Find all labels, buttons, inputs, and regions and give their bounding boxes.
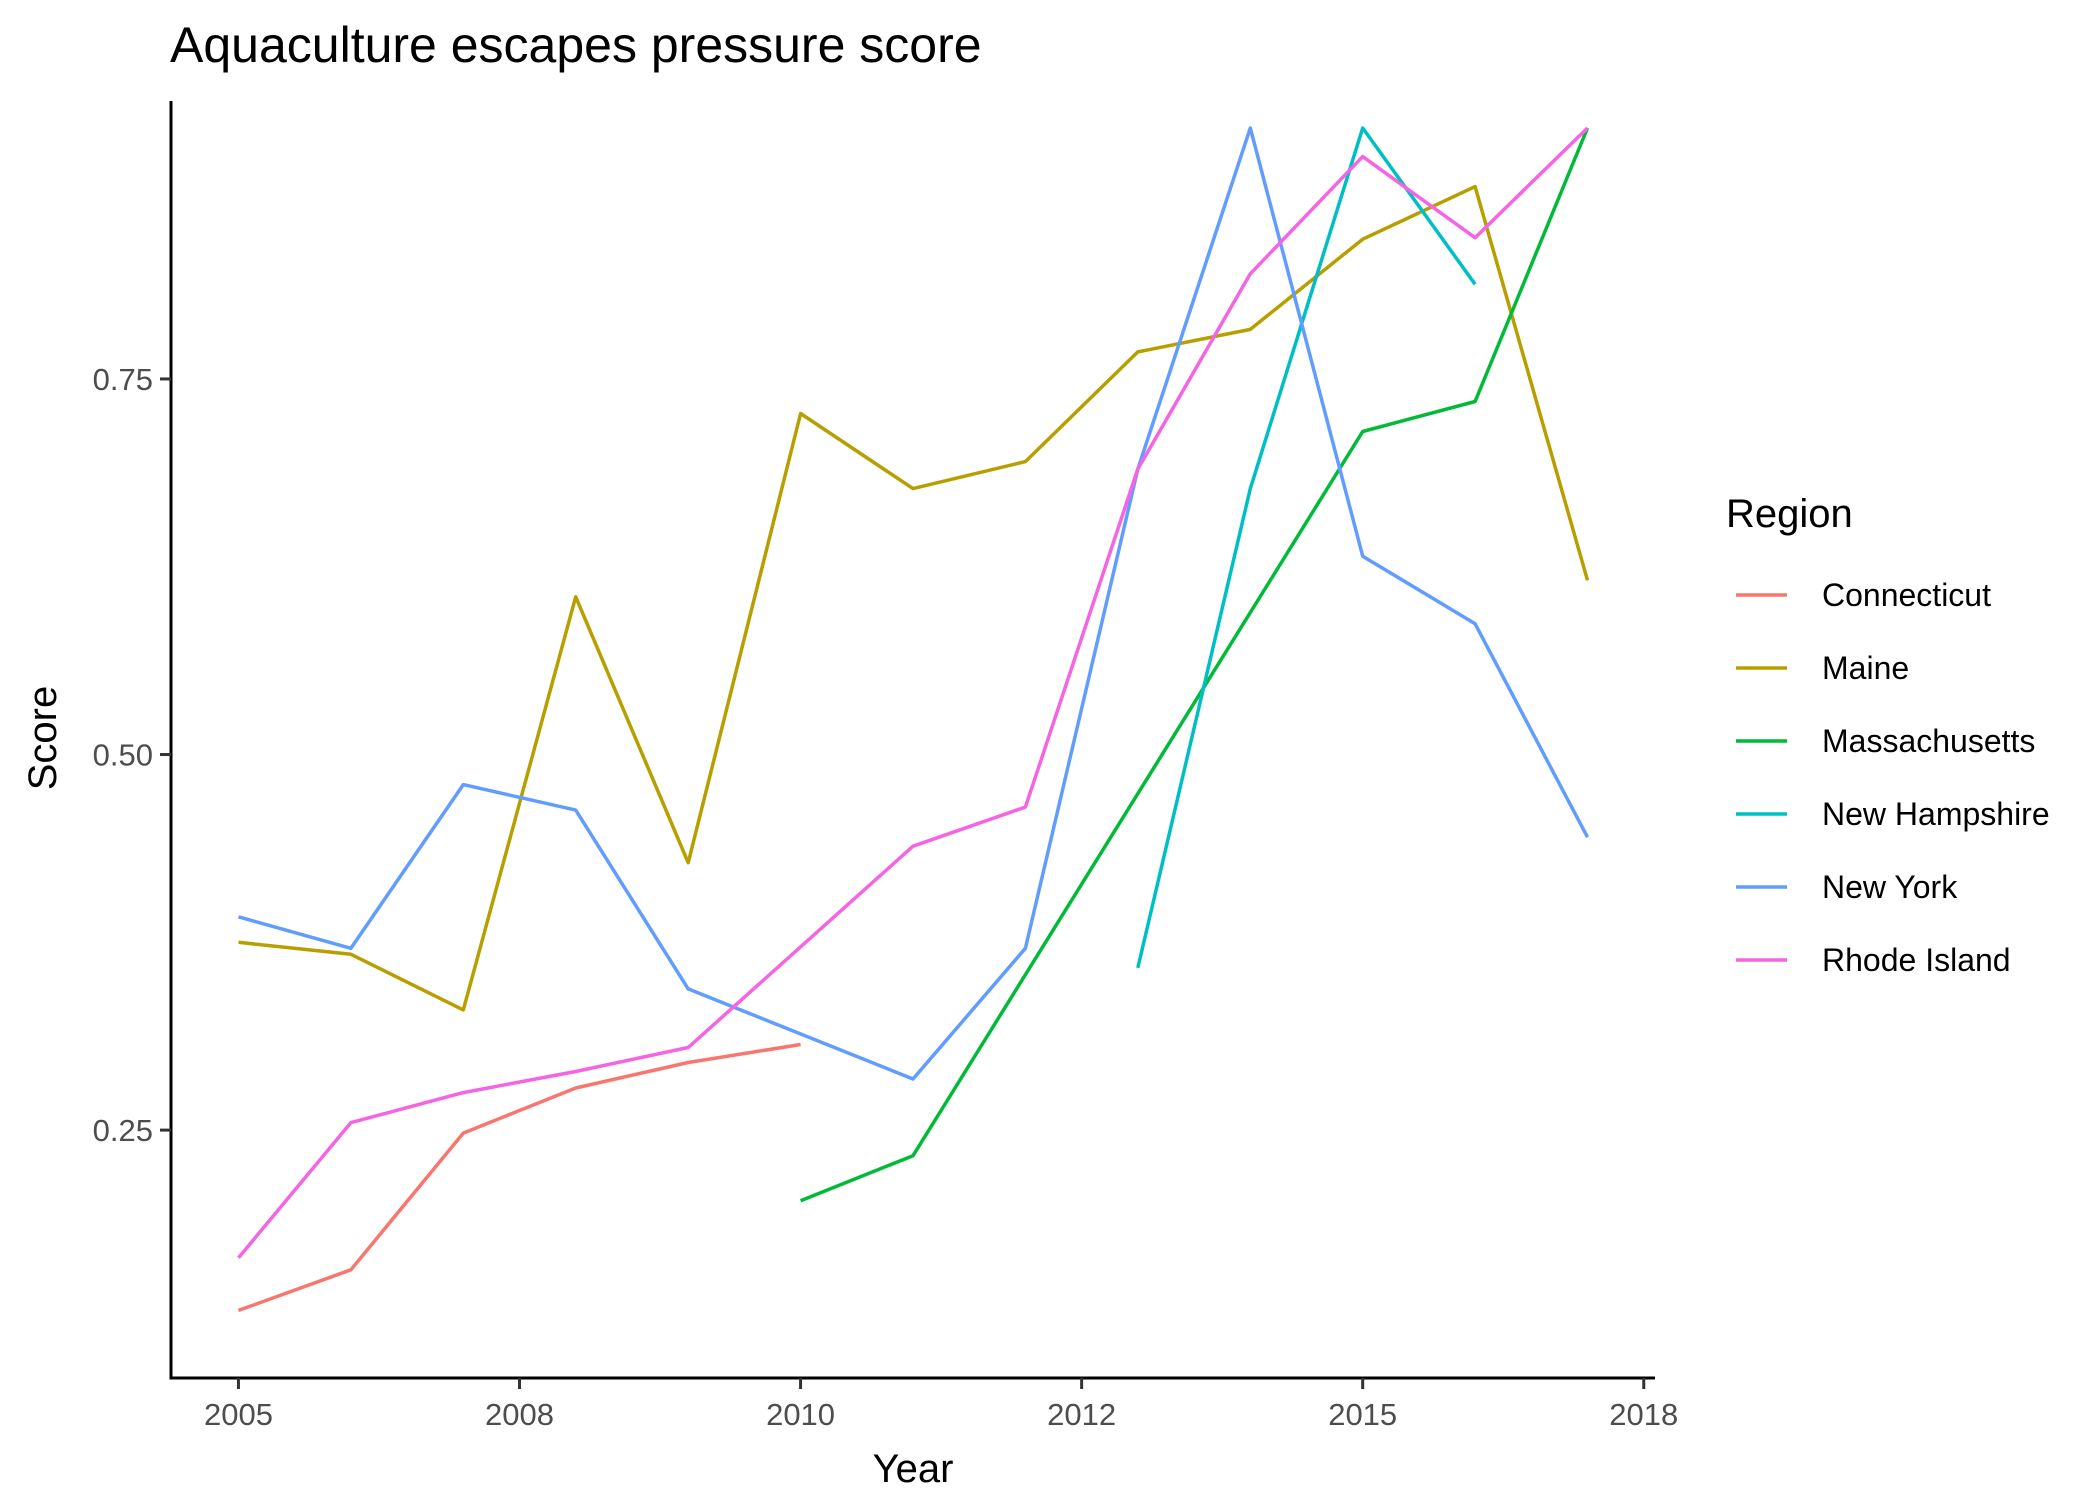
legend-label-connecticut: Connecticut	[1822, 577, 1991, 613]
legend-label-new-york: New York	[1822, 869, 1958, 905]
y-tick-label: 0.75	[93, 362, 153, 397]
x-tick-label: 2008	[485, 1397, 554, 1432]
chart-title: Aquaculture escapes pressure score	[170, 17, 982, 73]
y-tick-label: 0.50	[93, 738, 153, 773]
legend-title: Region	[1726, 492, 1853, 536]
series-line-connecticut	[237, 1042, 801, 1313]
legend-label-new-hampshire: New Hampshire	[1822, 796, 2050, 832]
x-axis-ticks: 2005 2008 2010 2012 2015 2018	[204, 1378, 1678, 1432]
x-tick-label: 2018	[1609, 1397, 1678, 1432]
x-tick-label: 2012	[1047, 1397, 1116, 1432]
x-tick-label: 2010	[766, 1397, 835, 1432]
series-line-massachusetts	[799, 127, 1590, 1203]
series-line-new-hampshire	[1136, 126, 1477, 969]
legend: Region Connecticut Maine Massachusetts New …	[1726, 492, 2050, 978]
legend-label-rhode-island: Rhode Island	[1822, 942, 2011, 978]
x-tick-label: 2005	[204, 1397, 273, 1432]
plot-area	[237, 126, 1590, 1313]
y-tick-label: 0.25	[93, 1113, 153, 1148]
y-axis-ticks: 0.25 0.50 0.75	[93, 362, 171, 1148]
legend-label-maine: Maine	[1822, 650, 1909, 686]
series-line-rhode-island	[237, 126, 1589, 1259]
legend-label-massachusetts: Massachusetts	[1822, 723, 2035, 759]
series-line-new-york	[238, 126, 1590, 1081]
series-line-maine	[238, 184, 1590, 1012]
y-axis-title: Score	[21, 686, 65, 791]
x-tick-label: 2015	[1328, 1397, 1397, 1432]
x-axis-title: Year	[873, 1447, 954, 1491]
